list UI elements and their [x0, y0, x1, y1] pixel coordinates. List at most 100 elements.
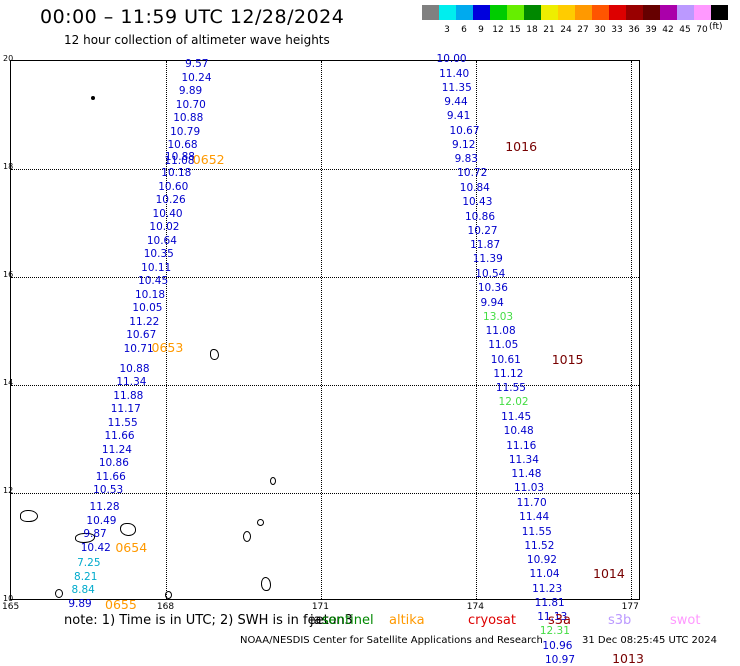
- wave-height-value: 10.72: [457, 167, 488, 180]
- island: [91, 96, 95, 100]
- legend-swatch: [422, 5, 439, 20]
- wave-height-value: 11.70: [516, 496, 547, 509]
- legend-swatch: [456, 5, 473, 20]
- wave-height-value: 11.81: [534, 596, 565, 609]
- wave-height-value: 11.12: [493, 367, 524, 380]
- satellite-label-cryosat: cryosat: [468, 613, 516, 628]
- wave-height-value: 10.60: [158, 180, 189, 193]
- wave-height-value: 11.13: [537, 611, 568, 624]
- satellite-label-swot: swot: [670, 613, 701, 628]
- legend-swatch: [592, 5, 609, 20]
- wave-height-value: 10.26: [155, 194, 186, 207]
- wave-height-value: 11.28: [89, 501, 120, 514]
- lon-tick-label: 177: [621, 602, 639, 612]
- lon-tick-label: 168: [156, 602, 175, 612]
- lat-tick-label: 18: [3, 162, 14, 171]
- wave-height-value: 11.35: [441, 81, 472, 94]
- wave-height-value: 9.83: [454, 153, 478, 166]
- wave-height-value: 11.24: [101, 443, 132, 456]
- lon-tick-label: 171: [311, 602, 330, 612]
- legend-label: 3: [444, 25, 450, 35]
- wave-height-value: 10.88: [173, 112, 204, 125]
- wave-height-value: 10.18: [134, 288, 166, 301]
- legend-label: 33: [611, 25, 623, 35]
- pass-time-label: 0652: [192, 151, 225, 167]
- legend-swatch: [660, 5, 677, 20]
- wave-height-value: 11.44: [519, 510, 550, 523]
- wave-height-value: 11.66: [95, 470, 126, 483]
- wave-height-value: 10.88: [119, 362, 150, 375]
- wave-height-value: 11.52: [524, 539, 555, 552]
- pass-time-label: 1014: [593, 565, 625, 581]
- legend-swatch: [541, 5, 558, 20]
- wave-height-value: 13.03: [483, 310, 514, 323]
- wave-height-value: 11.55: [107, 416, 138, 429]
- wave-height-value: 10.79: [170, 125, 201, 138]
- legend-swatch: [524, 5, 541, 20]
- wave-height-value: 9.94: [480, 296, 504, 309]
- wave-height-value: 10.49: [86, 514, 117, 527]
- satellite-label-altika: altika: [389, 613, 425, 628]
- wave-height-value: 10.64: [146, 234, 177, 247]
- wave-height-value: 10.53: [93, 484, 124, 497]
- legend-swatch: [643, 5, 660, 20]
- wave-height-value: 11.34: [508, 453, 539, 466]
- island: [261, 577, 271, 591]
- wave-height-value: 10.97: [544, 654, 576, 666]
- wave-height-value: 11.23: [532, 582, 563, 595]
- wave-height-value: 9.89: [68, 598, 92, 611]
- wave-height-value: 10.36: [477, 281, 508, 294]
- grid-line-lat: [11, 169, 639, 170]
- wave-height-value: 11.55: [521, 525, 552, 538]
- wave-height-value: 10.00: [436, 53, 467, 65]
- wave-height-value: 9.87: [83, 528, 107, 541]
- lat-tick-label: 10: [3, 594, 14, 603]
- wave-height-value: 12.02: [498, 396, 529, 409]
- pass-time-label: 0654: [115, 540, 148, 556]
- island: [75, 533, 95, 543]
- pass-time-label: 0655: [105, 596, 137, 612]
- footer-note: note: 1) Time is in UTC; 2) SWH is in fe…: [64, 613, 329, 628]
- wave-height-value: 10.35: [143, 248, 174, 261]
- lat-tick-label: 12: [3, 486, 14, 495]
- wave-height-value: 10.05: [132, 302, 163, 315]
- wave-height-value: 11.87: [470, 239, 501, 252]
- wave-height-value: 11.22: [129, 315, 160, 328]
- wave-height-value: 10.54: [475, 267, 506, 280]
- grid-line-lat: [11, 385, 639, 386]
- legend-label: 70: [696, 25, 708, 35]
- legend-swatch: [473, 5, 490, 20]
- grid-line-lon: [320, 61, 322, 599]
- wave-height-map: [10, 60, 640, 600]
- satellite-label-s3b: s3b: [608, 613, 632, 628]
- wave-height-value: 8.84: [71, 584, 95, 597]
- wave-height-value: 10.71: [123, 342, 154, 355]
- legend-label: 42: [662, 25, 674, 35]
- map-title: 00:00 – 11:59 UTC 12/28/2024: [40, 6, 345, 28]
- wave-height-value: 9.57: [185, 57, 209, 70]
- satellite-label-sentinel: sentinel: [322, 613, 374, 628]
- wave-height-value: 11.03: [514, 482, 545, 495]
- island: [210, 349, 219, 360]
- legend-swatch: [626, 5, 643, 20]
- legend-swatch: [694, 5, 711, 20]
- legend-swatch: [507, 5, 524, 20]
- legend-label: 6: [461, 25, 467, 35]
- wave-height-value: 11.55: [495, 382, 526, 395]
- wave-height-value: 10.18: [161, 167, 192, 180]
- legend-label: 21: [543, 25, 555, 35]
- wave-height-value: 11.88: [113, 389, 144, 402]
- legend-swatch: [575, 5, 592, 20]
- wave-height-value: 9.12: [452, 138, 476, 151]
- wave-height-value: 10.67: [126, 329, 157, 342]
- lon-tick-label: 165: [2, 602, 20, 612]
- pass-time-label: 0653: [151, 340, 184, 356]
- wave-height-value: 11.34: [116, 376, 147, 389]
- wave-height-value: 8.21: [74, 570, 98, 583]
- wave-height-value: 10.61: [490, 353, 521, 366]
- wave-height-value: 10.02: [149, 221, 180, 234]
- pass-time-label: 1016: [505, 139, 538, 155]
- grid-line-lat: [11, 493, 639, 494]
- wave-height-value: 9.89: [178, 85, 203, 98]
- legend-label: 45: [679, 25, 691, 35]
